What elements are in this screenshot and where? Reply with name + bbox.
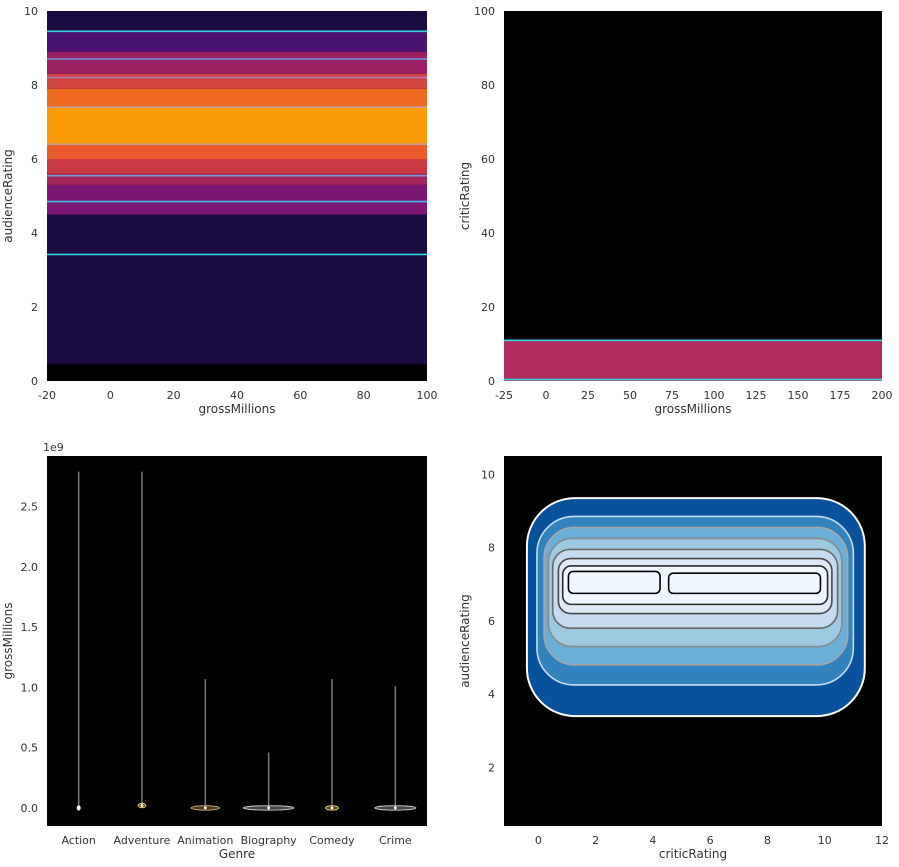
axes-0: -20 0 20 40 60 80 1000246810grossMillionsaudie…	[1, 5, 438, 416]
y-tick-label: 2	[31, 301, 38, 314]
x-tick-label: Action	[61, 834, 95, 847]
x-tick-label: Animation	[177, 834, 233, 847]
x-tick-label: 150	[788, 389, 809, 402]
y-tick-label: 6	[488, 615, 495, 628]
y-axis-title: audienceRating	[458, 594, 472, 688]
y-tick-label: 4	[488, 688, 495, 701]
density-band	[47, 107, 427, 145]
x-tick-label: 6	[707, 834, 714, 847]
density-band	[47, 364, 427, 381]
x-tick-label: 50	[623, 389, 637, 402]
y-tick-label: 6	[31, 153, 38, 166]
x-tick-label: Comedy	[309, 834, 355, 847]
y-tick-label: 40	[481, 227, 495, 240]
x-tick-label: Biography	[241, 834, 298, 847]
y-tick-label: 0	[31, 375, 38, 388]
y-tick-label: 8	[488, 542, 495, 555]
violin-median	[203, 806, 207, 810]
density-band	[47, 144, 427, 159]
y-tick-label: 2	[488, 761, 495, 774]
violin-median	[267, 806, 271, 810]
x-tick-label: 8	[764, 834, 771, 847]
density-band	[47, 173, 427, 185]
density-band	[47, 159, 427, 174]
density-band	[47, 51, 427, 74]
kde-contour-line	[561, 565, 829, 606]
x-tick-label: 4	[649, 834, 656, 847]
x-axis-title: criticRating	[659, 847, 727, 861]
x-tick-label: 60	[293, 389, 307, 402]
x-tick-label: 100	[704, 389, 725, 402]
y-tick-label: 1.0	[21, 681, 39, 694]
x-tick-label: 10	[818, 834, 832, 847]
plot-area-2	[47, 456, 427, 826]
x-tick-label: 25	[581, 389, 595, 402]
offset-label: 1e9	[43, 441, 64, 454]
x-axis-title: grossMillions	[654, 402, 731, 416]
axes-3: 0 2 4 6 8 10 12 2 4 6 8 10 criticRating audienceRatin…	[458, 468, 889, 861]
axes-1: -25 0 25 50 75 100 125 150 175 200020406080100gro…	[458, 5, 893, 416]
y-tick-label: 80	[481, 79, 495, 92]
density-band	[47, 11, 427, 32]
x-tick-label: Adventure	[114, 834, 171, 847]
x-tick-label: 40	[230, 389, 244, 402]
x-tick-label: 0	[543, 389, 550, 402]
x-tick-label: 175	[830, 389, 851, 402]
kde-contour-line	[551, 548, 839, 629]
x-axis-title: Genre	[219, 847, 255, 861]
x-tick-label: 80	[357, 389, 371, 402]
violin-median	[77, 806, 81, 810]
density-band	[47, 184, 427, 215]
y-tick-label: 10	[24, 5, 38, 18]
x-tick-label: 0	[107, 389, 114, 402]
kde-contour-line	[547, 537, 843, 648]
y-axis-title: grossMillions	[1, 602, 15, 679]
violin-median	[330, 806, 334, 810]
y-tick-label: 0.5	[21, 742, 39, 755]
y-axis-title: audienceRating	[1, 149, 15, 243]
kde-contour-line	[557, 557, 833, 615]
y-tick-label: 0	[488, 375, 495, 388]
y-axis-title: criticRating	[458, 162, 472, 230]
y-tick-label: 8	[31, 79, 38, 92]
kde-contour-line	[567, 570, 661, 595]
violin-median	[140, 804, 144, 807]
x-tick-label: 200	[872, 389, 893, 402]
density-band	[47, 88, 427, 108]
kde-contour-line	[536, 515, 855, 686]
x-tick-label: 2	[592, 834, 599, 847]
y-tick-label: 100	[474, 5, 495, 18]
y-tick-label: 20	[481, 301, 495, 314]
y-tick-label: 0.0	[21, 802, 39, 815]
y-tick-label: 2.0	[21, 561, 39, 574]
x-tick-label: 0	[535, 834, 542, 847]
x-tick-label: -20	[38, 389, 56, 402]
x-tick-label: -25	[495, 389, 513, 402]
x-tick-label: 125	[746, 389, 767, 402]
x-tick-label: Crime	[379, 834, 412, 847]
y-tick-label: 10	[481, 468, 495, 481]
density-band	[47, 73, 427, 89]
x-tick-label: 75	[665, 389, 679, 402]
axes-2: Action Adventure Animation Biography Comedy C…	[1, 501, 412, 861]
density-band	[47, 214, 427, 365]
y-tick-label: 1.5	[21, 621, 39, 634]
violin-median	[393, 806, 397, 810]
kde-contour-line	[667, 572, 822, 595]
kde-contour-line	[525, 497, 866, 718]
y-tick-label: 4	[31, 227, 38, 240]
density-band	[47, 31, 427, 52]
x-tick-label: 20	[167, 389, 181, 402]
y-tick-label: 2.5	[21, 501, 39, 514]
x-axis-title: grossMillions	[198, 402, 275, 416]
density-band	[504, 340, 882, 381]
kde-fill-level	[562, 565, 828, 605]
x-tick-label: 100	[417, 389, 438, 402]
density-band	[504, 11, 882, 341]
y-tick-label: 60	[481, 153, 495, 166]
kde-contour-line	[543, 526, 849, 666]
x-tick-label: 12	[875, 834, 889, 847]
